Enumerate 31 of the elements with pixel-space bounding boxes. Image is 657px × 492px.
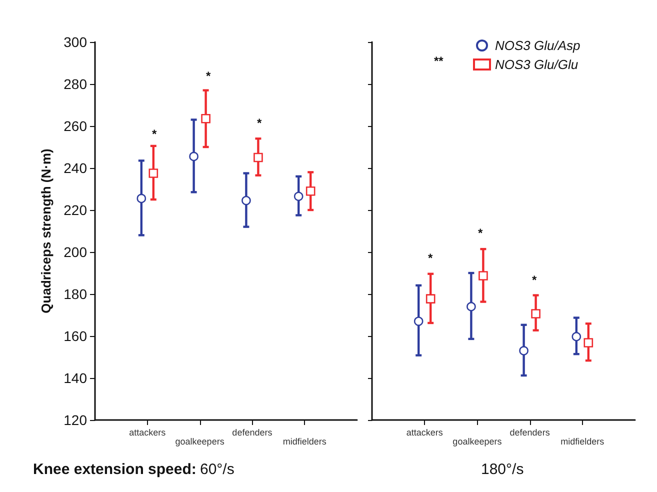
y-tick-label: 260 xyxy=(64,118,88,134)
legend-label: NOS3 Glu/Asp xyxy=(495,38,580,53)
x-tick-label: midfielders xyxy=(560,436,605,446)
legend-label: NOS3 Glu/Glu xyxy=(495,57,578,72)
y-tick-label: 300 xyxy=(64,34,88,50)
x-tick-label: goalkeepers xyxy=(452,436,502,446)
annotation: * xyxy=(152,127,157,141)
annotation: ** xyxy=(434,54,444,68)
y-tick-label: 120 xyxy=(64,412,88,428)
y-tick-label: 140 xyxy=(64,370,88,386)
x-tick-label: midfielders xyxy=(282,436,327,446)
y-tick-label: 160 xyxy=(64,328,88,344)
x-tick-label: attackers xyxy=(129,428,166,438)
y-tick-label: 280 xyxy=(64,76,88,92)
text: Knee extension speed: xyxy=(33,461,196,478)
annotation: * xyxy=(428,251,433,265)
x-tick-label: goalkeepers xyxy=(175,436,225,446)
annotation: * xyxy=(532,273,537,287)
annotation: * xyxy=(257,116,262,130)
annotation: * xyxy=(206,69,211,83)
y-tick-label: 220 xyxy=(64,202,88,218)
x-tick-label: attackers xyxy=(406,428,444,438)
y-tick-label: 180 xyxy=(64,286,88,302)
x-axis-title: 180°/s xyxy=(481,461,524,478)
x-tick-label: defenders xyxy=(510,428,550,438)
y-tick-label: 240 xyxy=(64,160,88,176)
x-axis-title: 60°/s xyxy=(200,461,234,478)
x-tick-label: defenders xyxy=(232,428,273,438)
y-axis-title: Quadriceps strength (N·m) xyxy=(38,148,54,314)
y-tick-label: 200 xyxy=(64,244,88,260)
annotation: * xyxy=(478,226,483,240)
